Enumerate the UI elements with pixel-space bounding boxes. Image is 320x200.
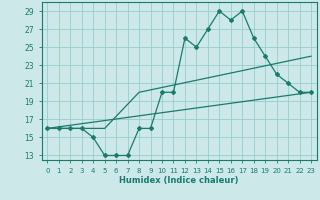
X-axis label: Humidex (Indice chaleur): Humidex (Indice chaleur)	[119, 176, 239, 185]
